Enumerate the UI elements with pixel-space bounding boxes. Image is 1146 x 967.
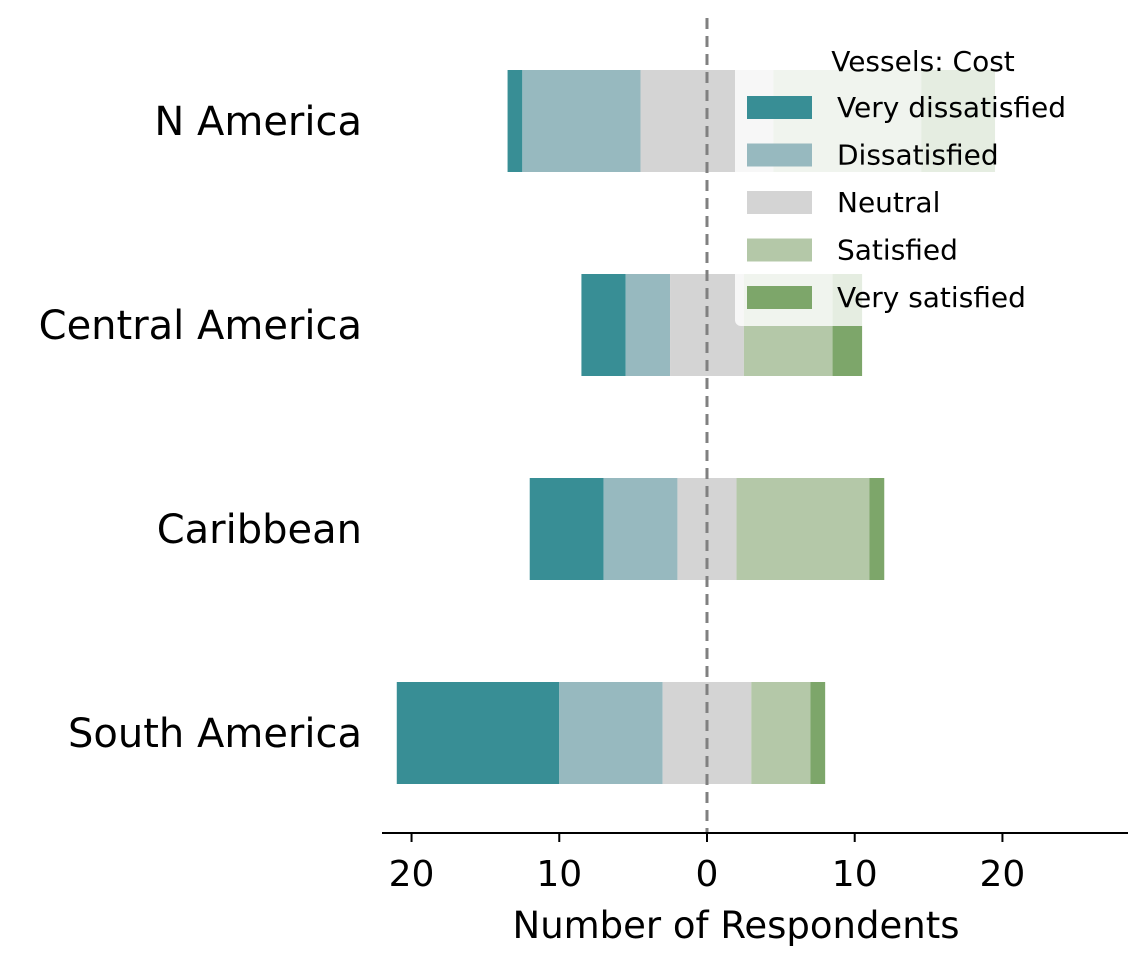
category-labels: N America Central America Caribbean South A… xyxy=(39,99,362,757)
bar-caribbean-very-satisfied xyxy=(869,478,885,580)
x-tick-label: 10 xyxy=(832,854,878,895)
category-label: Central America xyxy=(39,303,362,349)
legend-swatch xyxy=(747,143,812,167)
legend-title: Vessels: Cost xyxy=(831,45,1015,78)
x-axis-title: Number of Respondents xyxy=(513,904,960,947)
legend: Vessels: Cost Very dissatisfied Dissatisf… xyxy=(735,38,1116,326)
legend-label: Very dissatisfied xyxy=(837,91,1066,124)
bar-south-america-very-satisfied xyxy=(810,682,826,784)
legend-background xyxy=(735,38,1116,326)
x-tick-label: 0 xyxy=(696,854,719,895)
bar-central-america-dissatisfied xyxy=(625,274,671,376)
x-tick-label: 20 xyxy=(389,854,435,895)
legend-label: Neutral xyxy=(837,186,940,219)
legend-label: Very satisfied xyxy=(837,281,1026,314)
bar-south-america-neutral xyxy=(662,682,752,784)
x-tick-label: 20 xyxy=(980,854,1026,895)
legend-swatch xyxy=(747,286,812,309)
x-axis-ticks: 20 10 0 10 20 xyxy=(389,833,1026,895)
legend-swatch xyxy=(747,191,812,214)
legend-label: Dissatisfied xyxy=(837,139,999,172)
bar-central-america-very-dissatisfied xyxy=(581,274,626,376)
legend-swatch xyxy=(747,238,812,262)
bar-caribbean-very-dissatisfied xyxy=(529,478,604,580)
legend-label: Satisfied xyxy=(837,234,958,267)
bar-n-america-very-dissatisfied xyxy=(507,70,523,172)
bar-south-america-very-dissatisfied xyxy=(396,682,560,784)
bar-south-america-satisfied xyxy=(751,682,811,784)
bar-caribbean-dissatisfied xyxy=(603,478,678,580)
legend-swatch xyxy=(747,96,812,119)
bar-caribbean-satisfied xyxy=(736,478,870,580)
category-label: N America xyxy=(154,99,362,145)
bar-n-america-dissatisfied xyxy=(522,70,641,172)
legend-items: Very dissatisfied Dissatisfied Neutral Sati… xyxy=(747,91,1066,314)
category-label: South America xyxy=(68,711,362,757)
category-label: Caribbean xyxy=(157,507,362,553)
bar-south-america-dissatisfied xyxy=(559,682,663,784)
x-tick-label: 10 xyxy=(536,854,582,895)
